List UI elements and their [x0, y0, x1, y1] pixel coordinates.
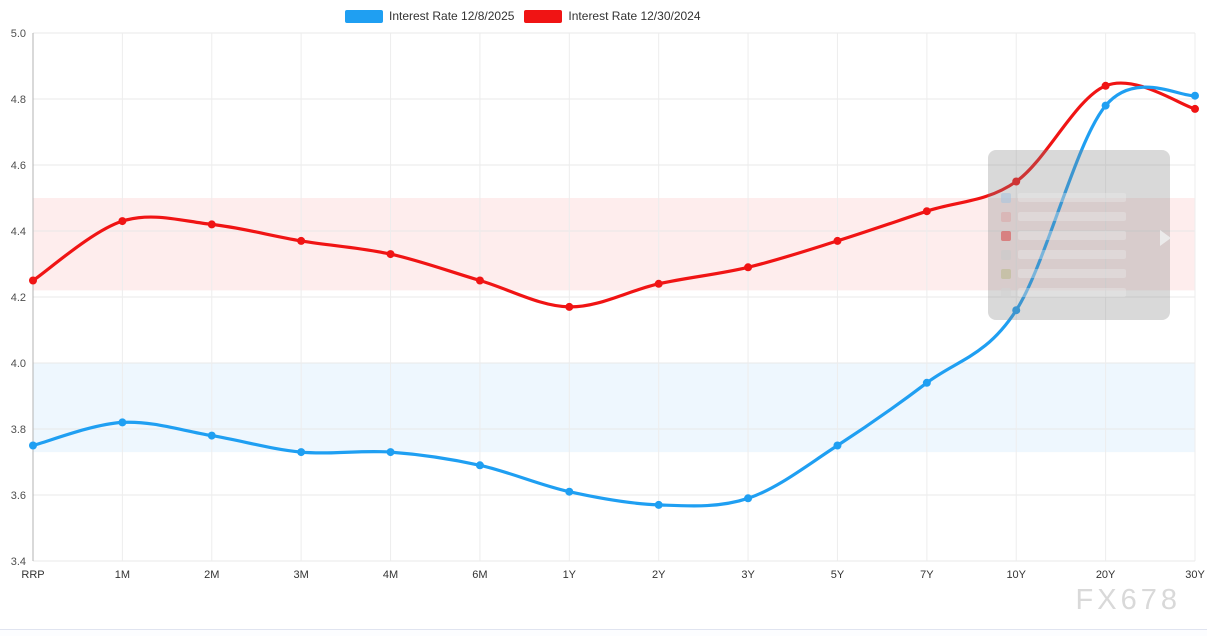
y-axis-label: 4.8 — [11, 94, 26, 106]
data-point[interactable] — [1101, 81, 1110, 90]
y-axis-label: 4.2 — [11, 292, 26, 304]
data-point[interactable] — [1012, 306, 1021, 315]
x-axis-label: 10Y — [1006, 569, 1026, 581]
data-point[interactable] — [565, 487, 574, 496]
data-point[interactable] — [833, 441, 842, 450]
data-point[interactable] — [1191, 104, 1199, 113]
data-point[interactable] — [833, 236, 842, 245]
x-axis-label: 3Y — [741, 569, 755, 581]
y-axis-label: 4.6 — [11, 160, 26, 172]
x-axis-label: 2Y — [652, 569, 666, 581]
data-point[interactable] — [475, 276, 484, 285]
bottom-separator — [0, 629, 1207, 636]
data-point[interactable] — [744, 494, 753, 503]
y-axis-label: 4.4 — [11, 226, 26, 238]
data-point[interactable] — [297, 448, 306, 457]
x-axis-label: 20Y — [1096, 569, 1116, 581]
legend-label-2025: Interest Rate 12/8/2025 — [389, 9, 515, 23]
band-red-range — [33, 198, 1195, 291]
data-point[interactable] — [922, 207, 931, 216]
band-blue-range — [33, 363, 1195, 453]
x-axis-label: 7Y — [920, 569, 934, 581]
x-axis-label: 30Y — [1185, 569, 1205, 581]
data-point[interactable] — [1012, 177, 1021, 186]
legend-item-2025[interactable]: Interest Rate 12/8/2025 — [345, 8, 514, 24]
legend-swatch-blue-icon — [345, 9, 383, 23]
data-point[interactable] — [386, 250, 395, 259]
data-point[interactable] — [297, 236, 306, 245]
data-point[interactable] — [207, 220, 216, 229]
x-axis-label: 1Y — [563, 569, 577, 581]
data-point[interactable] — [207, 431, 216, 440]
data-point[interactable] — [118, 418, 127, 427]
y-axis-label: 3.8 — [11, 424, 26, 436]
data-point[interactable] — [386, 448, 395, 457]
x-axis-label: 6M — [472, 569, 487, 581]
data-point[interactable] — [744, 263, 753, 272]
x-axis-label: 1M — [115, 569, 130, 581]
chart-legend: Interest Rate 12/8/2025 Interest Rate 12… — [345, 8, 711, 24]
y-axis-label: 3.4 — [11, 556, 26, 568]
legend-swatch-red-icon — [524, 9, 563, 23]
data-point[interactable] — [922, 378, 931, 387]
x-axis-label: 3M — [294, 569, 309, 581]
data-point[interactable] — [29, 441, 37, 450]
data-point[interactable] — [118, 217, 127, 226]
data-point[interactable] — [1191, 91, 1199, 100]
x-axis-label: RRP — [21, 569, 44, 581]
data-point[interactable] — [565, 302, 574, 311]
x-axis-label: 4M — [383, 569, 398, 581]
data-point[interactable] — [29, 276, 37, 285]
legend-label-2024: Interest Rate 12/30/2024 — [568, 9, 701, 23]
data-point[interactable] — [654, 279, 663, 288]
data-point[interactable] — [1101, 101, 1110, 110]
legend-item-2024[interactable]: Interest Rate 12/30/2024 — [524, 8, 701, 24]
x-axis-label: 2M — [204, 569, 219, 581]
y-axis-label: 5.0 — [11, 28, 26, 40]
y-axis-label: 3.6 — [11, 490, 26, 502]
data-point[interactable] — [475, 461, 484, 470]
y-axis-label: 4.0 — [11, 358, 26, 370]
x-axis-label: 5Y — [831, 569, 845, 581]
watermark: FX678 — [1075, 584, 1181, 616]
data-point[interactable] — [654, 500, 663, 509]
